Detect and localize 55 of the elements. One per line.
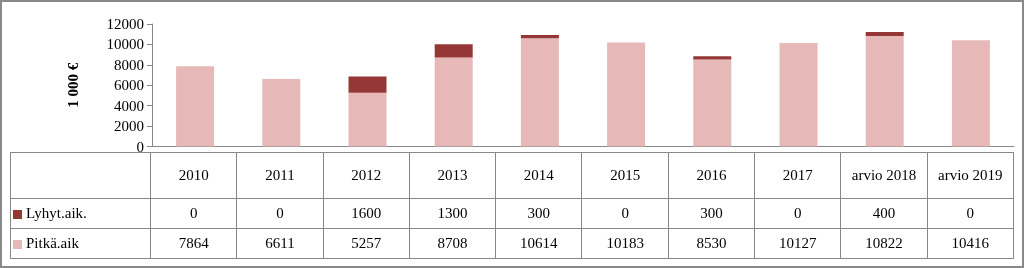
data-label: 6611: [236, 228, 324, 259]
y-tick-label: 4000: [114, 97, 144, 114]
bar: [693, 59, 732, 147]
bar: [176, 66, 215, 147]
x-tick-label: 2016: [668, 152, 755, 199]
bar: [951, 40, 990, 147]
x-tick-label: 2010: [150, 152, 237, 199]
bar: [865, 31, 904, 37]
x-tick-label: 2017: [754, 152, 841, 199]
x-tick-label: 2013: [409, 152, 496, 199]
data-label: 0: [754, 198, 841, 229]
data-label: 0: [581, 198, 669, 229]
y-tick-label: 0: [136, 138, 144, 155]
bar: [434, 44, 473, 58]
data-label: 8530: [668, 228, 755, 259]
data-label: 10183: [581, 228, 669, 259]
x-tick-label: 2014: [495, 152, 582, 199]
data-label: 400: [840, 198, 928, 229]
x-tick-label: arvio 2018: [840, 152, 928, 199]
bar: [779, 43, 818, 147]
bar: [434, 57, 473, 147]
legend-label: Lyhyt.aik.: [10, 198, 151, 229]
data-label: 5257: [323, 228, 410, 259]
data-label: 10127: [754, 228, 841, 259]
data-label: 0: [236, 198, 324, 229]
data-label: 1600: [323, 198, 410, 229]
data-label: 0: [927, 198, 1014, 229]
y-tick-label: 2000: [114, 118, 144, 135]
data-label: 10416: [927, 228, 1014, 259]
bar: [693, 56, 732, 60]
data-label: 7864: [150, 228, 237, 259]
y-tick-label: 8000: [114, 56, 144, 73]
data-label: 0: [150, 198, 237, 229]
data-label: 10614: [495, 228, 582, 259]
bar: [520, 38, 559, 147]
bar: [607, 42, 646, 147]
y-tick-label: 6000: [114, 77, 144, 94]
x-tick-label: 2011: [236, 152, 324, 199]
data-label: 300: [668, 198, 755, 229]
data-label: 10822: [840, 228, 928, 259]
y-axis-title: 1 000 €: [64, 62, 81, 108]
x-tick-label: 2015: [581, 152, 669, 199]
legend-label: Pitkä.aik: [10, 228, 151, 259]
bar: [348, 76, 387, 93]
x-tick-label: arvio 2019: [927, 152, 1014, 199]
bar: [262, 79, 301, 147]
data-label: 300: [495, 198, 582, 229]
y-tick-label: 10000: [106, 36, 144, 53]
bar: [348, 92, 387, 147]
data-label: 1300: [409, 198, 496, 229]
y-tick-label: 12000: [106, 16, 144, 32]
data-label: 8708: [409, 228, 496, 259]
bar: [865, 36, 904, 147]
x-tick-label: 2012: [323, 152, 410, 199]
bar: [520, 35, 559, 39]
